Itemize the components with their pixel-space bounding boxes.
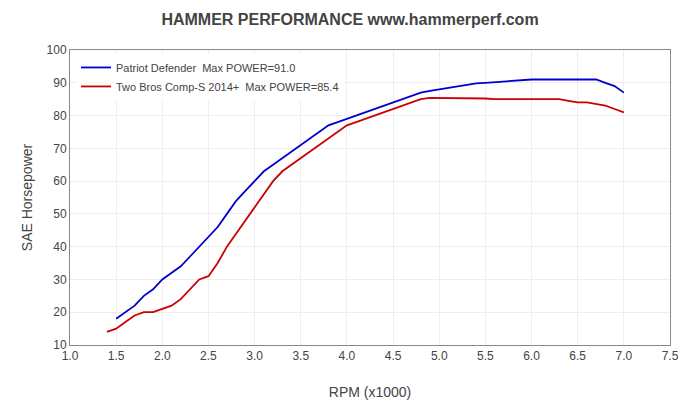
svg-text:1.0: 1.0 [62,349,79,363]
svg-text:Patriot Defender Max POWER=91: Patriot Defender Max POWER=91.0 [116,62,295,74]
svg-text:70: 70 [53,142,67,156]
svg-text:20: 20 [53,305,67,319]
svg-text:1.5: 1.5 [108,349,125,363]
svg-text:60: 60 [53,174,67,188]
svg-text:4.0: 4.0 [339,349,356,363]
svg-text:7.5: 7.5 [662,349,679,363]
svg-text:10: 10 [53,338,67,352]
svg-text:3.5: 3.5 [292,349,309,363]
svg-text:RPM (x1000): RPM (x1000) [329,384,411,400]
svg-text:2.5: 2.5 [200,349,217,363]
svg-text:HAMMER PERFORMANCE www.hammerp: HAMMER PERFORMANCE www.hammerperf.com [161,11,538,28]
svg-text:Two Bros Comp-S 2014+ Max POW: Two Bros Comp-S 2014+ Max POWER=85.4 [116,81,339,93]
svg-text:5.5: 5.5 [477,349,494,363]
svg-text:4.5: 4.5 [385,349,402,363]
svg-text:6.0: 6.0 [523,349,540,363]
svg-text:5.0: 5.0 [431,349,448,363]
svg-text:50: 50 [53,207,67,221]
svg-text:SAE Horsepower: SAE Horsepower [19,143,35,251]
svg-text:100: 100 [47,43,67,57]
svg-text:80: 80 [53,109,67,123]
svg-text:6.5: 6.5 [569,349,586,363]
svg-text:7.0: 7.0 [616,349,633,363]
svg-text:3.0: 3.0 [246,349,263,363]
svg-text:40: 40 [53,240,67,254]
svg-text:2.0: 2.0 [154,349,171,363]
svg-text:30: 30 [53,273,67,287]
svg-text:90: 90 [53,76,67,90]
